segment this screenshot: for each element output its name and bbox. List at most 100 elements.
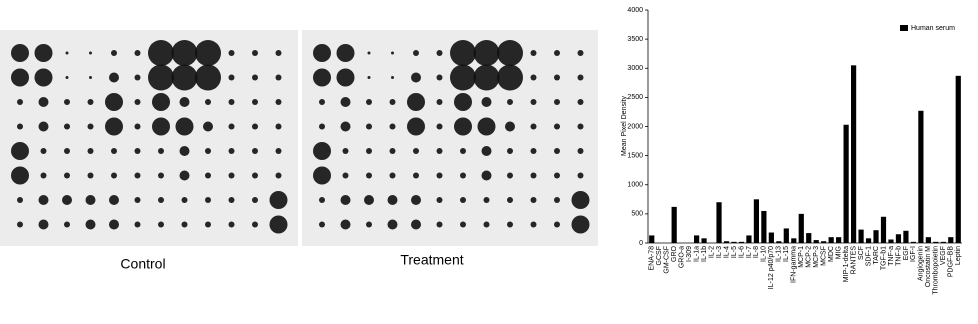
bar xyxy=(716,202,722,243)
blot-spot xyxy=(505,121,515,132)
blot-spot xyxy=(530,74,537,81)
blot-spot xyxy=(171,40,198,66)
blot-spot xyxy=(148,64,174,91)
blot-spot xyxy=(40,172,47,179)
blot-spot xyxy=(17,197,23,203)
blot-spot xyxy=(507,221,513,228)
bar xyxy=(813,240,819,243)
x-tick-label: IL-15 xyxy=(783,246,790,262)
x-tick-label: MCP-3 xyxy=(813,246,820,268)
blot-spot xyxy=(38,97,49,107)
y-tick-label: 3000 xyxy=(627,65,643,72)
blot-spot xyxy=(340,121,351,132)
blot-spot xyxy=(389,148,396,154)
blot-spot xyxy=(413,172,419,179)
blot-spot xyxy=(134,50,141,56)
y-tick-label: 500 xyxy=(631,211,643,218)
blot-spot xyxy=(205,221,211,228)
y-tick-label: 1500 xyxy=(627,152,643,159)
blot-spot xyxy=(205,197,211,203)
bar xyxy=(776,241,782,243)
blot-spot xyxy=(134,221,141,228)
blot-spot xyxy=(179,170,190,181)
blot-spot xyxy=(481,170,492,181)
blot-spot xyxy=(275,99,282,105)
bar xyxy=(948,237,954,243)
blot-spot xyxy=(275,148,282,154)
blot-spot xyxy=(38,219,49,230)
x-tick-label: TGF-b1 xyxy=(880,246,887,270)
blot-spot xyxy=(134,123,141,130)
blot-spot xyxy=(554,148,560,154)
blot-spot xyxy=(571,191,590,209)
x-tick-label: IFN-gamma xyxy=(791,246,798,283)
bar xyxy=(918,110,924,244)
blot-spot xyxy=(148,40,174,66)
blot-spot xyxy=(411,195,421,205)
blot-spot xyxy=(109,72,119,83)
bar xyxy=(910,241,917,243)
blot-spot xyxy=(366,99,372,105)
blot-spot xyxy=(158,197,164,203)
blot-spot xyxy=(134,172,141,179)
bar xyxy=(843,124,849,243)
blot-spot xyxy=(460,148,466,154)
blot-spot xyxy=(460,172,466,179)
bar xyxy=(865,238,872,243)
blot-spot xyxy=(389,123,396,130)
y-tick-label: 1000 xyxy=(627,182,643,189)
x-tick-label: IL-6 xyxy=(738,246,745,258)
bar xyxy=(649,235,655,243)
blot-spot xyxy=(134,148,141,154)
blot-spot xyxy=(481,97,492,107)
blot-spot xyxy=(530,221,537,228)
x-tick-label: IL-5 xyxy=(731,246,738,258)
blot-spot xyxy=(530,197,537,203)
blot-spot xyxy=(436,172,443,179)
blot-spot xyxy=(391,76,394,79)
x-tick-label: IGF-I xyxy=(910,246,917,262)
blot-spot xyxy=(389,172,396,179)
blot-spot xyxy=(158,221,164,228)
x-tick-label: PDGF-BB xyxy=(948,246,955,277)
blot-spot xyxy=(228,197,235,203)
blot-spot xyxy=(34,44,53,62)
y-tick-label: 2500 xyxy=(627,94,643,101)
blot-spot xyxy=(109,219,119,230)
blot-spot xyxy=(228,123,235,130)
blot-spot xyxy=(481,146,492,156)
x-tick-label: IL-4 xyxy=(723,246,730,258)
blot-spot xyxy=(391,51,394,55)
blot-spot xyxy=(413,148,419,154)
blot-spot xyxy=(134,99,141,105)
bar xyxy=(933,241,939,243)
blot-spot xyxy=(252,172,258,179)
blot-spot xyxy=(367,51,371,55)
legend-label: Human serum xyxy=(911,25,955,32)
bar xyxy=(738,241,745,243)
blot-spot xyxy=(34,68,53,87)
blot-spot xyxy=(158,148,164,154)
blot-spot xyxy=(366,148,372,154)
blot-spot xyxy=(389,99,396,105)
bar xyxy=(783,228,789,243)
blot-control xyxy=(0,30,298,246)
blot-spot xyxy=(507,197,513,203)
blot-spot xyxy=(367,76,371,79)
blot-spot xyxy=(228,99,235,105)
x-tick-label: TNF-a xyxy=(888,246,895,266)
blot-spot xyxy=(454,93,472,111)
bar xyxy=(873,230,879,243)
bar xyxy=(903,230,909,243)
blot-spot xyxy=(577,172,584,179)
x-tick-label: IL-2 xyxy=(708,246,715,258)
blot-spot xyxy=(195,64,221,91)
x-tick-label: IL-3 xyxy=(716,246,723,258)
blot-spot xyxy=(413,50,419,56)
blot-spot xyxy=(530,50,537,56)
blot-spot xyxy=(366,172,372,179)
x-tick-label: IL-13 xyxy=(776,246,783,262)
blot-spot xyxy=(313,44,331,62)
blot-spot xyxy=(269,215,288,234)
